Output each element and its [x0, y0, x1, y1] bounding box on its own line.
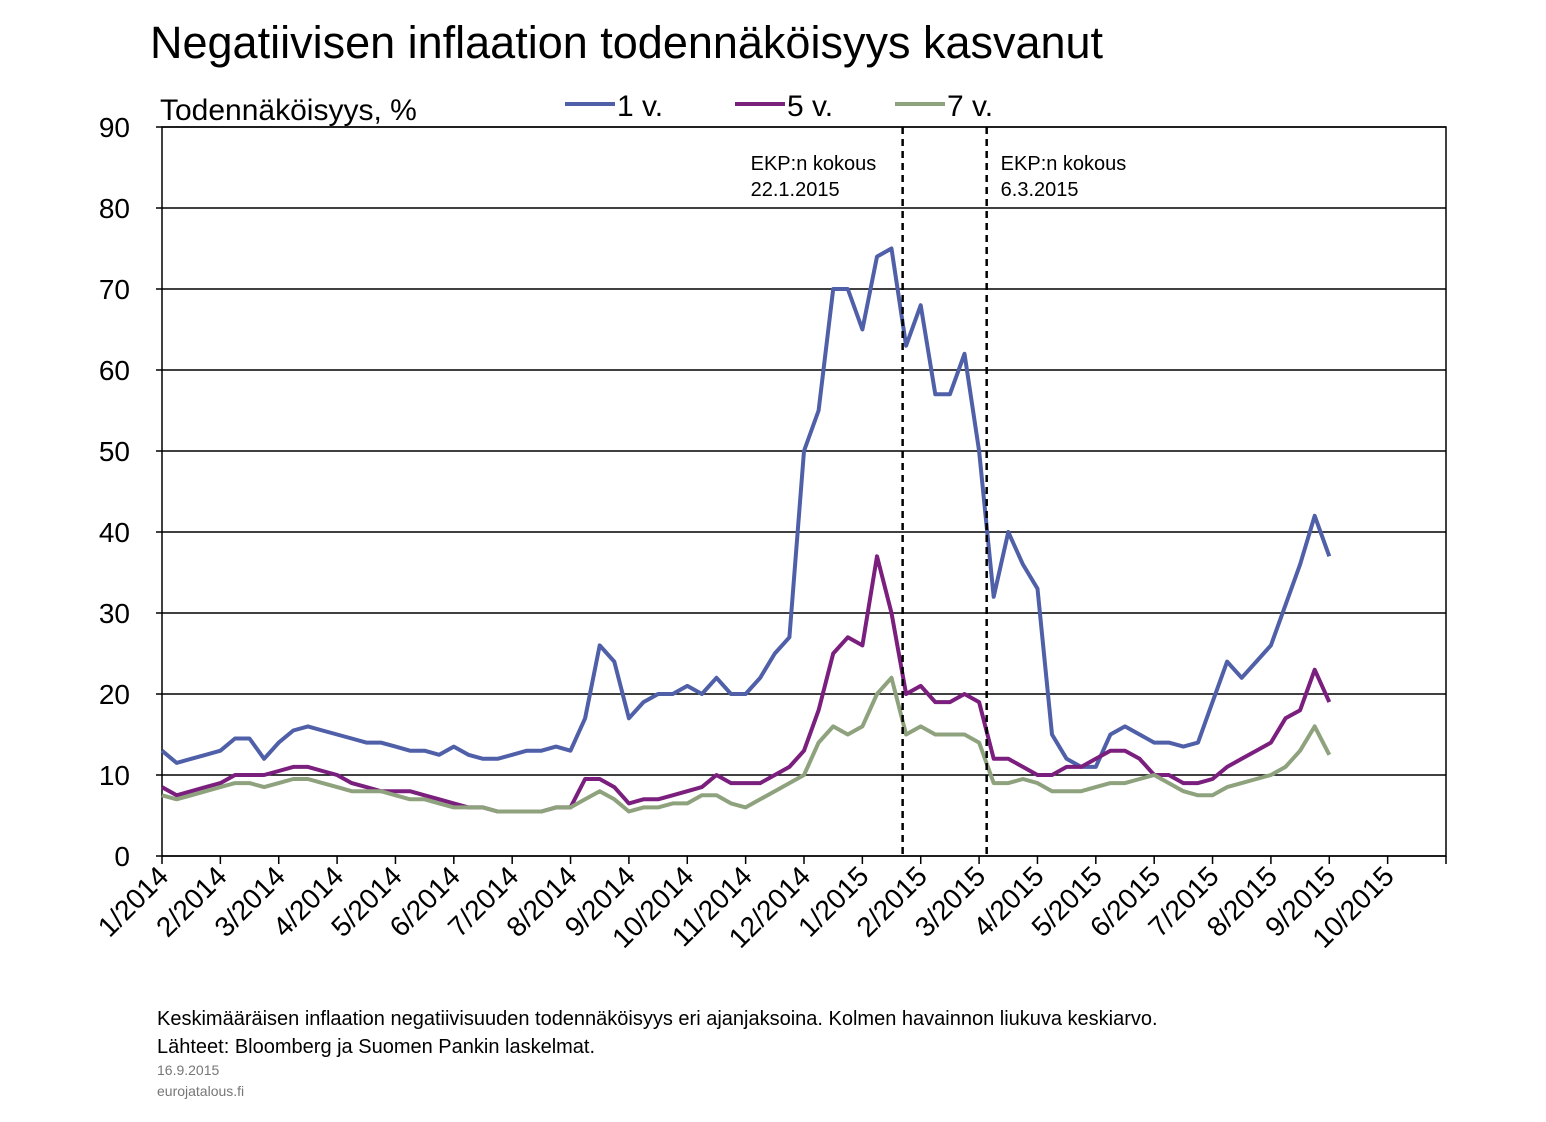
- series-line: [161, 554, 1332, 814]
- chart-title: Negatiivisen inflaation todennäköisyys k…: [150, 17, 1104, 68]
- y-tick-label: 70: [99, 274, 130, 305]
- y-tick-label: 20: [99, 679, 130, 710]
- date: 16.9.2015: [157, 1062, 219, 1078]
- source: eurojatalous.fi: [157, 1083, 244, 1099]
- annotation: 6.3.2015: [1001, 179, 1079, 201]
- y-tick-label: 80: [99, 193, 130, 224]
- y-tick-label: 40: [99, 517, 130, 548]
- legend-label: 5 v.: [787, 90, 833, 123]
- y-tick-label: 60: [99, 355, 130, 386]
- legend-label: 1 v.: [617, 90, 663, 123]
- note: Lähteet: Bloomberg ja Suomen Pankin lask…: [157, 1036, 595, 1058]
- y-tick-label: 30: [99, 598, 130, 629]
- annotation: 22.1.2015: [751, 179, 840, 201]
- annotation: EKP:n kokous: [1001, 153, 1127, 175]
- y-tick-label: 50: [99, 436, 130, 467]
- y-axis-label: Todennäköisyys, %: [160, 94, 417, 127]
- note: Keskimääräisen inflaation negatiivisuude…: [157, 1008, 1158, 1030]
- legend-label: 7 v.: [947, 90, 993, 123]
- y-tick-label: 0: [114, 841, 130, 872]
- series-line: [160, 246, 1332, 769]
- y-tick-label: 90: [99, 112, 130, 143]
- y-tick-label: 10: [99, 760, 130, 791]
- annotation: EKP:n kokous: [751, 153, 877, 175]
- series-line: [161, 675, 1332, 814]
